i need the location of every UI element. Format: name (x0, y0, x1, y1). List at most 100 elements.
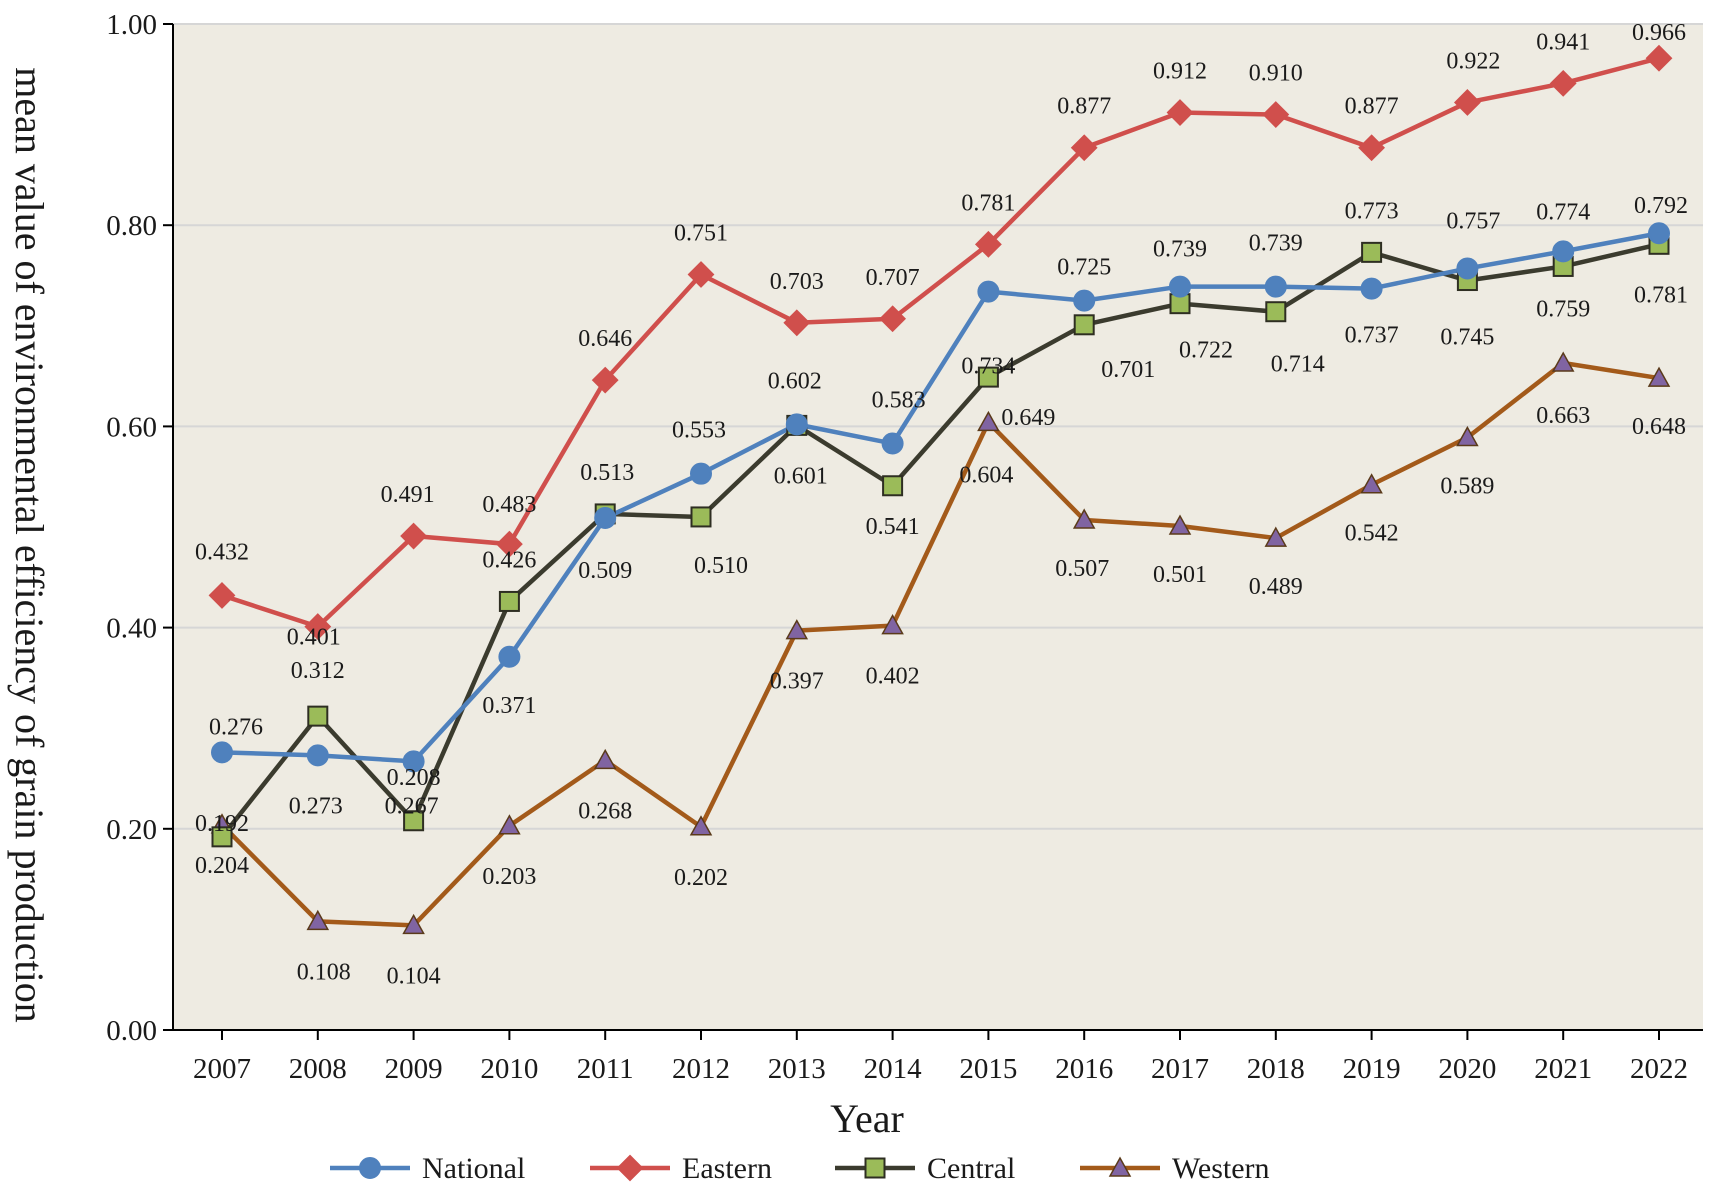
central-data-label: 0.312 (291, 658, 345, 684)
western-data-label: 0.648 (1632, 414, 1686, 440)
eastern-data-label: 0.646 (578, 326, 632, 352)
western-point (1551, 351, 1575, 372)
western-point (1168, 514, 1192, 535)
eastern-data-label: 0.491 (381, 482, 435, 508)
x-tick-label: 2022 (1630, 1053, 1688, 1085)
central-point (882, 475, 904, 497)
national-data-label: 0.602 (768, 368, 822, 394)
western-point (1647, 366, 1671, 387)
central-point (1073, 314, 1095, 336)
national-data-label: 0.757 (1446, 208, 1500, 234)
y-axis-title: mean value of environmental efficiency o… (7, 67, 52, 1023)
central-data-label: 0.714 (1271, 352, 1325, 378)
western-data-label: 0.397 (770, 669, 824, 695)
central-point (1361, 241, 1383, 263)
national-data-label: 0.276 (209, 714, 263, 740)
legend-label: Western (1172, 1152, 1270, 1185)
western-point (593, 748, 617, 770)
western-point (498, 814, 521, 835)
y-tick-label: 0.20 (106, 814, 157, 846)
y-tick-label: 0.40 (106, 613, 157, 645)
western-point (785, 619, 809, 640)
eastern-point (208, 581, 236, 609)
western-data-label: 0.104 (387, 963, 441, 989)
x-tick-label: 2010 (480, 1053, 538, 1085)
legend-item-central: Central (835, 1152, 1015, 1185)
legend-item-national: National (330, 1152, 525, 1185)
gridlines (173, 23, 1703, 830)
national-point (1264, 275, 1287, 298)
western-point (881, 614, 904, 635)
x-tick-label: 2019 (1343, 1053, 1401, 1085)
western-data-label: 0.542 (1345, 521, 1399, 547)
eastern-point (495, 530, 523, 558)
eastern-point (974, 230, 1002, 258)
western-data-label: 0.402 (866, 664, 920, 690)
eastern-point (879, 305, 907, 333)
national-point (881, 432, 904, 455)
central-point (498, 590, 520, 612)
y-tick-label: 0.60 (106, 411, 157, 443)
central-data-label: 0.722 (1179, 338, 1233, 364)
western-data-label: 0.489 (1249, 574, 1303, 600)
central-data-label: 0.208 (387, 765, 441, 791)
x-tick-label: 2007 (193, 1053, 251, 1085)
eastern-data-label: 0.707 (866, 265, 920, 291)
legend-marker (1108, 1156, 1132, 1177)
x-tick-label: 2020 (1438, 1053, 1496, 1085)
eastern-data-label: 0.703 (770, 269, 824, 295)
eastern-data-label: 0.966 (1632, 20, 1686, 46)
series-lines (220, 56, 1660, 928)
central-data-label: 0.426 (482, 547, 536, 573)
central-point (690, 506, 712, 528)
western-data-label: 0.663 (1536, 403, 1590, 429)
central-data-label: 0.781 (1634, 282, 1688, 308)
central-point (977, 366, 999, 388)
eastern-data-label: 0.910 (1249, 61, 1303, 87)
y-tick-label: 1.00 (106, 9, 157, 41)
central-data-label: 0.773 (1345, 198, 1399, 224)
x-tick-label: 2012 (672, 1053, 730, 1085)
x-tick-label: 2021 (1534, 1053, 1592, 1085)
eastern-point (304, 613, 332, 641)
legend: National Eastern Central Western (330, 1152, 1270, 1185)
central-point (403, 810, 425, 832)
western-point (1360, 473, 1383, 494)
central-data-label: 0.601 (774, 463, 828, 489)
western-data-label: 0.268 (578, 798, 632, 824)
y-tick-label: 0.00 (106, 1015, 157, 1047)
national-data-label: 0.739 (1249, 231, 1303, 257)
eastern-data-label: 0.483 (482, 492, 536, 518)
national-data-label: 0.267 (385, 793, 439, 819)
central-point (307, 705, 329, 727)
eastern-data-label: 0.401 (287, 625, 341, 651)
eastern-point (1549, 69, 1577, 97)
y-tick-label: 0.80 (106, 210, 157, 242)
legend-marker (864, 1157, 886, 1179)
national-point (594, 506, 617, 529)
national-point (498, 645, 521, 668)
x-tick-label: 2016 (1055, 1053, 1113, 1085)
western-point (689, 815, 713, 836)
legend-label: Eastern (682, 1152, 772, 1185)
x-tick-label: 2014 (864, 1053, 923, 1085)
national-point (211, 741, 233, 764)
national-data-label: 0.734 (961, 354, 1015, 380)
national-data-label: 0.725 (1057, 255, 1111, 281)
western-point (1072, 508, 1096, 529)
national-point (977, 280, 1000, 303)
eastern-data-label: 0.912 (1153, 59, 1207, 85)
central-data-label: 0.510 (694, 553, 748, 579)
central-data-label: 0.745 (1440, 325, 1494, 351)
national-data-label: 0.273 (289, 793, 343, 819)
axes: 0.00 0.20 0.40 0.60 0.80 1.00 2007 2008 2009 2010… (106, 9, 1703, 1085)
x-tick-label: 2013 (768, 1053, 826, 1085)
eastern-data-label: 0.432 (195, 539, 249, 565)
central-data-label: 0.192 (195, 811, 249, 837)
national-point (306, 744, 329, 767)
western-point (977, 410, 1000, 432)
national-data-label: 0.792 (1634, 193, 1688, 219)
central-point (1265, 301, 1287, 323)
